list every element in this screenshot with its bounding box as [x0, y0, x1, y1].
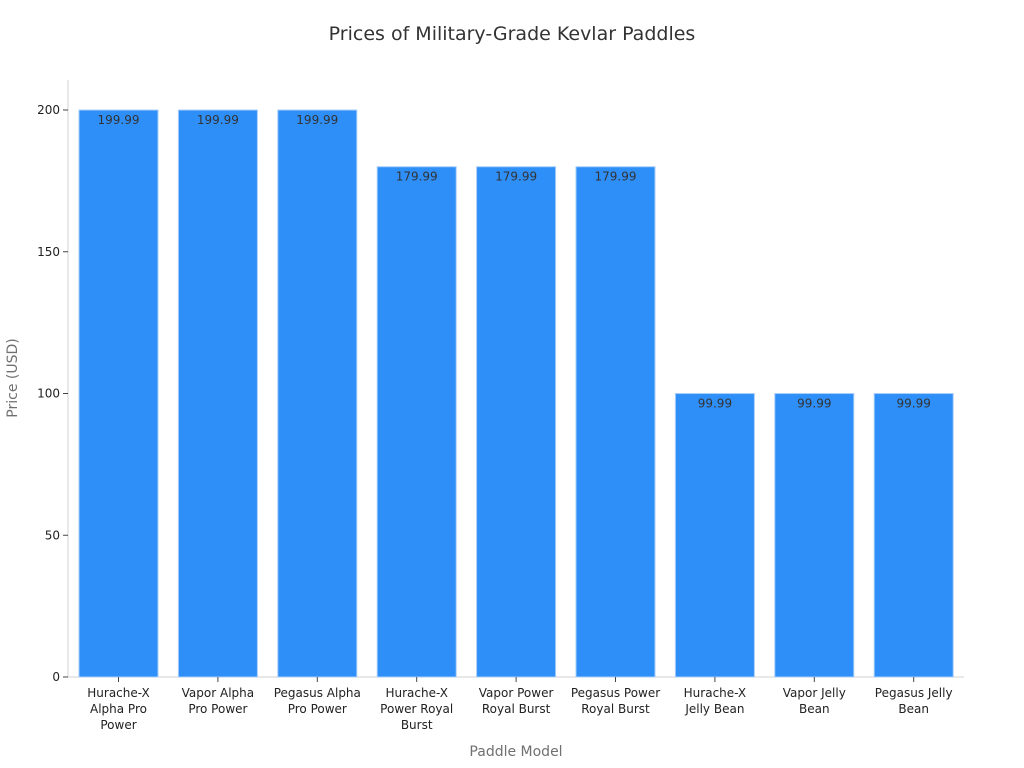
- bar-value-label: 199.99: [197, 113, 239, 127]
- data-labels: 199.99 199.99 199.99 179.99 179.99 179.99 99.9…: [98, 113, 931, 411]
- bar: [376, 166, 457, 678]
- x-ticks: Hurache-X Alpha Pro Power Vapor Alpha Pro Po…: [87, 677, 953, 732]
- bar-value-label: 199.99: [98, 113, 140, 127]
- y-tick-label: 100: [37, 387, 60, 401]
- bar-value-label: 179.99: [595, 170, 637, 184]
- bar: [277, 109, 358, 678]
- bar-value-label: 179.99: [396, 170, 438, 184]
- y-ticks: 0 50 100 150 200: [37, 103, 68, 684]
- bar: [674, 393, 755, 678]
- x-axis-title: Paddle Model: [469, 744, 562, 760]
- x-tick-label: Vapor Jelly Bean: [783, 686, 846, 716]
- y-tick-label: 200: [37, 103, 60, 117]
- bar: [873, 393, 954, 678]
- bar-value-label: 199.99: [296, 113, 338, 127]
- x-tick-label: Hurache-X Alpha Pro Power: [87, 686, 149, 732]
- bar-value-label: 99.99: [897, 397, 931, 411]
- x-tick-label: Vapor Power Royal Burst: [479, 686, 554, 716]
- x-tick-label: Hurache-X Jelly Bean: [684, 686, 746, 716]
- bar-value-label: 179.99: [495, 170, 537, 184]
- x-tick-label: Pegasus Alpha Pro Power: [274, 686, 361, 716]
- bar: [78, 109, 159, 678]
- bar: [575, 166, 656, 678]
- y-tick-label: 150: [37, 245, 60, 259]
- x-tick-label: Pegasus Power Royal Burst: [571, 686, 660, 716]
- bars: [78, 109, 954, 678]
- bar-value-label: 99.99: [698, 397, 732, 411]
- chart-title: Prices of Military-Grade Kevlar Paddles: [329, 23, 696, 45]
- bar: [476, 166, 557, 678]
- y-tick-label: 0: [52, 670, 60, 684]
- bar-value-label: 99.99: [797, 397, 831, 411]
- y-axis-title: Price (USD): [5, 338, 21, 417]
- bar: [774, 393, 855, 678]
- x-tick-label: Pegasus Jelly Bean: [875, 686, 953, 716]
- y-tick-label: 50: [45, 528, 60, 542]
- x-tick-label: Hurache-X Power Royal Burst: [380, 686, 453, 732]
- x-tick-label: Vapor Alpha Pro Power: [182, 686, 254, 716]
- bar: [177, 109, 258, 678]
